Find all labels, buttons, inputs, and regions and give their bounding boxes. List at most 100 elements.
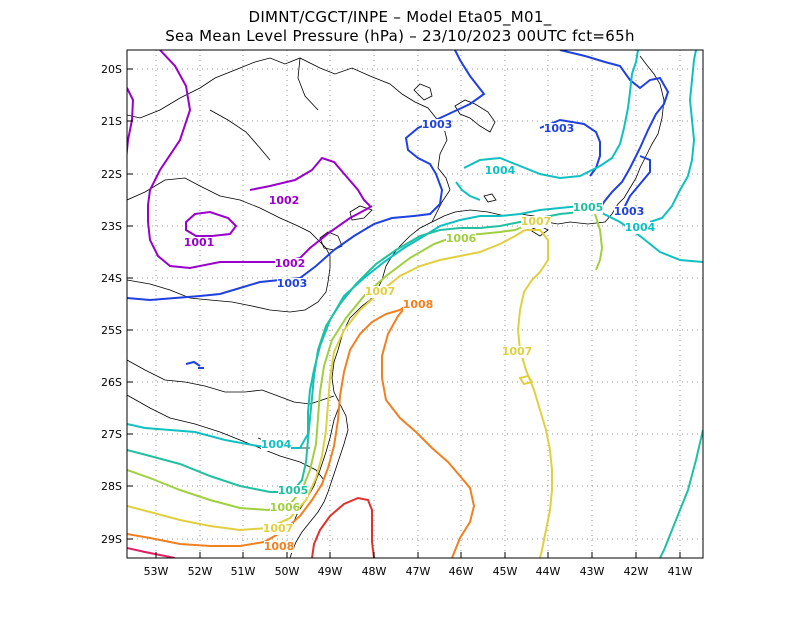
isobar-1008 — [381, 303, 476, 558]
lon-tick-label: 47W — [406, 565, 431, 578]
contour-label-bg — [502, 346, 532, 358]
state-border — [127, 177, 331, 257]
contour-label: 1007 — [263, 522, 294, 535]
isobar-1003 — [623, 155, 651, 209]
isobar-1005 — [127, 211, 600, 493]
lagoon — [291, 403, 341, 527]
reservoir — [413, 83, 433, 101]
contour-label: 1003 — [422, 118, 453, 131]
contour-label-bg — [521, 216, 551, 228]
isobar-1003 — [185, 360, 204, 369]
state-border — [297, 57, 319, 111]
lat-tick-label: 29S — [101, 533, 122, 546]
isobar-1003 — [559, 50, 670, 213]
contour-labels: 1001 1002 1002 1003 1003 1003 1003 1004 1004 1004… — [184, 118, 656, 553]
island — [483, 193, 497, 203]
isobar-1002 — [147, 50, 373, 270]
contour-label-bg — [485, 165, 515, 177]
lat-tick-label: 23S — [101, 220, 122, 233]
state-border — [127, 359, 335, 405]
contour-label: 1007 — [365, 285, 396, 298]
state-border — [127, 57, 451, 223]
contour-label-bg — [275, 258, 305, 270]
isobar-1010 — [127, 547, 176, 558]
contour-label-bg — [278, 485, 308, 497]
lon-tick-label: 53W — [144, 565, 169, 578]
lon-tick-label: 42W — [624, 565, 649, 578]
coastline — [289, 221, 433, 558]
bay — [319, 231, 343, 251]
reservoir — [454, 99, 496, 133]
lat-tick-label: 22S — [101, 168, 122, 181]
isobar-1001 — [185, 210, 238, 237]
grid-lines — [127, 50, 703, 558]
contour-label-bg — [403, 299, 433, 311]
isobar-1004 — [455, 181, 481, 201]
contour-label-bg — [365, 286, 395, 298]
contour-label: 1003 — [544, 122, 575, 135]
state-border — [127, 394, 325, 481]
isobar-1003 — [127, 50, 486, 302]
isobar-1007 — [516, 229, 553, 558]
lat-tick-label: 20S — [101, 63, 122, 76]
contour-label: 1005 — [278, 484, 309, 497]
contour-label-bg — [261, 439, 291, 451]
state-border — [127, 256, 331, 313]
contour-label: 1008 — [403, 298, 434, 311]
contour-label-bg — [614, 206, 644, 218]
coastline-borders — [127, 55, 665, 558]
contour-label-bg — [422, 119, 452, 131]
lon-tick-label: 41W — [668, 565, 693, 578]
lat-tick-label: 28S — [101, 480, 122, 493]
chart-title-line1: DIMNT/CGCT/INPE – Model Eta05_M01_ — [248, 8, 552, 26]
isobar-1003 — [539, 118, 601, 177]
contour-label: 1007 — [502, 345, 533, 358]
isobar-1007 — [518, 374, 534, 386]
lon-tick-label: 44W — [536, 565, 561, 578]
contour-label-bg — [544, 123, 574, 135]
lon-tick-label: 43W — [580, 565, 605, 578]
chart-title-line2: Sea Mean Level Pressure (hPa) – 23/10/20… — [165, 27, 635, 45]
lat-tick-label: 27S — [101, 428, 122, 441]
contour-label-bg — [264, 541, 294, 553]
isobar-1004 — [649, 50, 697, 223]
contour-label: 1005 — [573, 201, 604, 214]
contour-label: 1004 — [261, 438, 292, 451]
contour-label: 1001 — [184, 236, 215, 249]
axis-ticks: 20S 21S 22S 23S 24S 25S 26S 27S 28S 29S 53W 52W 51W 5… — [101, 63, 693, 578]
contour-label: 1003 — [614, 205, 645, 218]
lon-tick-label: 46W — [449, 565, 474, 578]
bay — [349, 205, 373, 221]
contour-label: 1008 — [264, 540, 295, 553]
state-border — [209, 109, 271, 161]
isobar-1007 — [127, 229, 526, 532]
contour-label: 1002 — [269, 194, 300, 207]
lat-tick-label: 21S — [101, 115, 122, 128]
lat-tick-label: 24S — [101, 272, 122, 285]
contour-label-bg — [269, 195, 299, 207]
contour-label-bg — [184, 237, 214, 249]
contour-label: 1006 — [270, 501, 301, 514]
lat-tick-label: 26S — [101, 376, 122, 389]
contour-label-bg — [263, 523, 293, 535]
isobar-1002 — [249, 156, 371, 207]
contour-label: 1002 — [275, 257, 306, 270]
contour-label-bg — [277, 278, 307, 290]
lon-tick-label: 45W — [493, 565, 518, 578]
isobar-1006 — [594, 213, 604, 271]
contour-label: 1004 — [625, 221, 656, 234]
lon-tick-label: 51W — [231, 565, 256, 578]
contour-label-bg — [270, 502, 300, 514]
map-frame — [126, 49, 704, 559]
lat-tick-label: 25S — [101, 324, 122, 337]
contour-label-bg — [625, 222, 655, 234]
isobar-1004 — [463, 50, 639, 180]
contour-label: 1006 — [446, 232, 477, 245]
contour-label-bg — [446, 233, 476, 245]
contour-label: 1004 — [485, 164, 516, 177]
lon-tick-label: 48W — [362, 565, 387, 578]
isobar-1005 — [659, 429, 703, 558]
lon-tick-label: 50W — [275, 565, 300, 578]
isobar-1008 — [127, 303, 409, 547]
